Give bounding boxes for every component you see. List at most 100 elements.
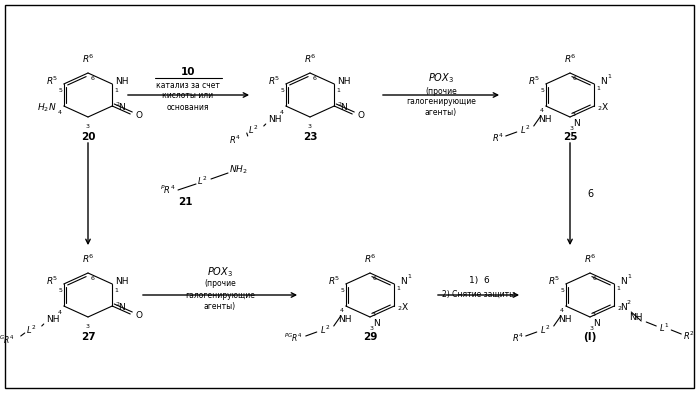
Text: 6: 6	[373, 277, 377, 281]
Text: $R^6$: $R^6$	[82, 53, 94, 65]
Text: O: O	[136, 312, 143, 321]
Text: 6: 6	[91, 277, 95, 281]
Text: 1: 1	[596, 86, 600, 92]
Text: NH: NH	[46, 316, 59, 325]
Text: 2: 2	[617, 305, 621, 310]
Text: $NH_2$: $NH_2$	[229, 164, 247, 176]
Text: X: X	[402, 303, 408, 312]
Text: 3: 3	[308, 123, 312, 129]
Text: 4: 4	[280, 110, 284, 116]
Text: 1: 1	[627, 274, 631, 279]
Text: X: X	[602, 103, 608, 112]
Text: 1: 1	[408, 274, 411, 279]
Text: 2: 2	[597, 105, 601, 110]
Text: N: N	[118, 103, 124, 112]
Text: 3: 3	[86, 123, 90, 129]
Text: 3: 3	[590, 327, 594, 332]
Text: $R^6$: $R^6$	[363, 253, 376, 265]
Text: 5: 5	[281, 88, 284, 92]
Text: 1: 1	[607, 73, 611, 79]
Text: 5: 5	[561, 288, 565, 292]
Text: 3: 3	[592, 312, 596, 318]
Text: 2: 2	[337, 101, 341, 107]
Text: 1)  6: 1) 6	[468, 277, 489, 285]
Text: $H_2N$: $H_2N$	[37, 102, 57, 114]
Text: $R^4$: $R^4$	[229, 134, 240, 146]
Text: 3: 3	[372, 312, 376, 318]
Text: $L^2$: $L^2$	[540, 324, 551, 336]
Text: 2: 2	[397, 305, 401, 310]
Text: 10: 10	[181, 67, 195, 77]
Text: $R^5$: $R^5$	[528, 75, 540, 87]
Text: N: N	[620, 303, 626, 312]
Text: 1: 1	[115, 88, 118, 94]
Text: $^{PG}R^4$: $^{PG}R^4$	[284, 332, 303, 344]
Text: $R^5$: $R^5$	[328, 275, 340, 287]
Text: N: N	[340, 103, 347, 112]
Text: $POX_3$: $POX_3$	[428, 71, 454, 85]
Text: $L^2$: $L^2$	[521, 124, 531, 136]
Text: N: N	[574, 119, 580, 129]
Text: 25: 25	[563, 132, 577, 142]
Text: 5: 5	[341, 288, 345, 292]
Text: 2: 2	[115, 301, 120, 307]
Text: $R^2$: $R^2$	[684, 330, 695, 342]
Text: NH: NH	[630, 314, 643, 323]
Text: 6: 6	[573, 77, 577, 81]
Text: $L^2$: $L^2$	[249, 124, 259, 136]
Text: $R^6$: $R^6$	[563, 53, 577, 65]
Text: $R^5$: $R^5$	[45, 275, 58, 287]
Text: 3: 3	[570, 127, 574, 132]
Text: $R^5$: $R^5$	[268, 75, 280, 87]
Text: $^{PG}R^4$: $^{PG}R^4$	[0, 334, 15, 346]
Text: $R^6$: $R^6$	[584, 253, 596, 265]
Text: NH: NH	[115, 77, 129, 86]
Text: NH: NH	[338, 316, 352, 325]
Text: 23: 23	[303, 132, 317, 142]
Text: галогенирующие: галогенирующие	[406, 97, 476, 107]
Text: NH: NH	[538, 116, 552, 125]
Text: 29: 29	[363, 332, 377, 342]
Text: агенты): агенты)	[425, 108, 457, 118]
Text: 6: 6	[587, 189, 593, 199]
Text: 20: 20	[81, 132, 95, 142]
Text: агенты): агенты)	[204, 301, 236, 310]
Text: 2: 2	[115, 101, 120, 107]
Text: катализ за счет: катализ за счет	[156, 81, 220, 90]
Text: 1: 1	[336, 88, 340, 94]
Text: кислоты или: кислоты или	[162, 92, 214, 101]
Text: 5: 5	[541, 88, 545, 92]
Text: 4: 4	[560, 309, 564, 314]
Text: $R^4$: $R^4$	[492, 132, 504, 144]
Text: N: N	[400, 277, 407, 286]
Text: 3: 3	[370, 327, 374, 332]
Text: $R^4$: $R^4$	[512, 332, 524, 344]
Text: $L^2$: $L^2$	[196, 175, 208, 187]
Text: $POX_3$: $POX_3$	[207, 265, 233, 279]
Text: $^PR^4$: $^PR^4$	[160, 184, 176, 196]
Text: N: N	[374, 320, 380, 329]
Text: $L^2$: $L^2$	[27, 324, 37, 336]
Text: 6: 6	[313, 77, 317, 81]
Text: (прочие: (прочие	[425, 86, 457, 95]
Text: 4: 4	[540, 108, 544, 114]
Text: NH: NH	[558, 316, 572, 325]
Text: $R^6$: $R^6$	[303, 53, 317, 65]
Text: N: N	[600, 77, 607, 86]
Text: $R^5$: $R^5$	[45, 75, 58, 87]
Text: 21: 21	[178, 197, 192, 207]
Text: 5: 5	[59, 88, 63, 92]
Text: 1: 1	[396, 286, 401, 292]
Text: $R^5$: $R^5$	[547, 275, 560, 287]
Text: 6: 6	[593, 277, 597, 281]
Text: 2: 2	[626, 299, 630, 305]
Text: 3: 3	[86, 323, 90, 329]
Text: $R^6$: $R^6$	[82, 253, 94, 265]
Text: основания: основания	[167, 103, 209, 112]
Text: 4: 4	[340, 309, 344, 314]
Text: 2) Снятие защиты: 2) Снятие защиты	[442, 290, 516, 299]
Text: 1: 1	[617, 286, 620, 292]
Text: O: O	[136, 112, 143, 121]
Text: $L^1$: $L^1$	[659, 322, 670, 334]
Text: NH: NH	[268, 116, 282, 125]
